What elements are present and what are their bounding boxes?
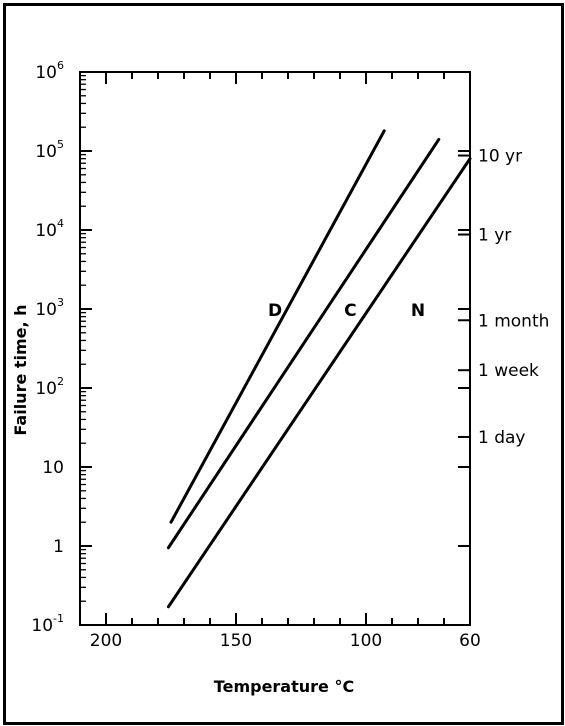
y-tick-label: 102 [35, 375, 64, 399]
right-axis-label: 1 yr [478, 226, 511, 246]
series-line-C [166, 137, 441, 550]
right-axis-label: 1 week [478, 361, 539, 381]
series-line-N [166, 157, 472, 609]
x-tick-label: 60 [459, 631, 481, 651]
figure-frame [3, 3, 564, 725]
y-axis-ticks: 10-1 1 10 102 103 104 105 106 [31, 59, 470, 636]
series-label-N: N [411, 301, 425, 321]
plot-area [79, 71, 471, 626]
series-label-C: C [344, 301, 356, 321]
right-axis-label: 10 yr [478, 147, 522, 167]
right-axis-ticks: 10 yr 1 yr 1 month 1 week 1 day [458, 147, 549, 448]
x-axis-title: Temperature °C [214, 677, 354, 696]
right-axis-label: 1 month [478, 311, 549, 331]
y-tick-label: 106 [35, 59, 64, 83]
x-tick-label: 150 [220, 631, 252, 651]
y-tick-label: 103 [35, 296, 64, 320]
series-label-D: D [268, 301, 282, 321]
x-tick-label: 200 [90, 631, 122, 651]
x-axis-ticks: 200 150 100 60 [90, 72, 481, 651]
series-line-D [169, 129, 386, 524]
y-tick-label: 1 [53, 537, 64, 557]
y-tick-label: 10 [42, 458, 64, 478]
y-tick-label: 104 [35, 217, 64, 241]
y-tick-label: 105 [35, 138, 64, 162]
y-tick-label: 10-1 [31, 612, 64, 636]
x-tick-label: 100 [350, 631, 382, 651]
right-axis-label: 1 day [478, 428, 526, 448]
y-axis-title: Failure time, h [11, 304, 30, 435]
